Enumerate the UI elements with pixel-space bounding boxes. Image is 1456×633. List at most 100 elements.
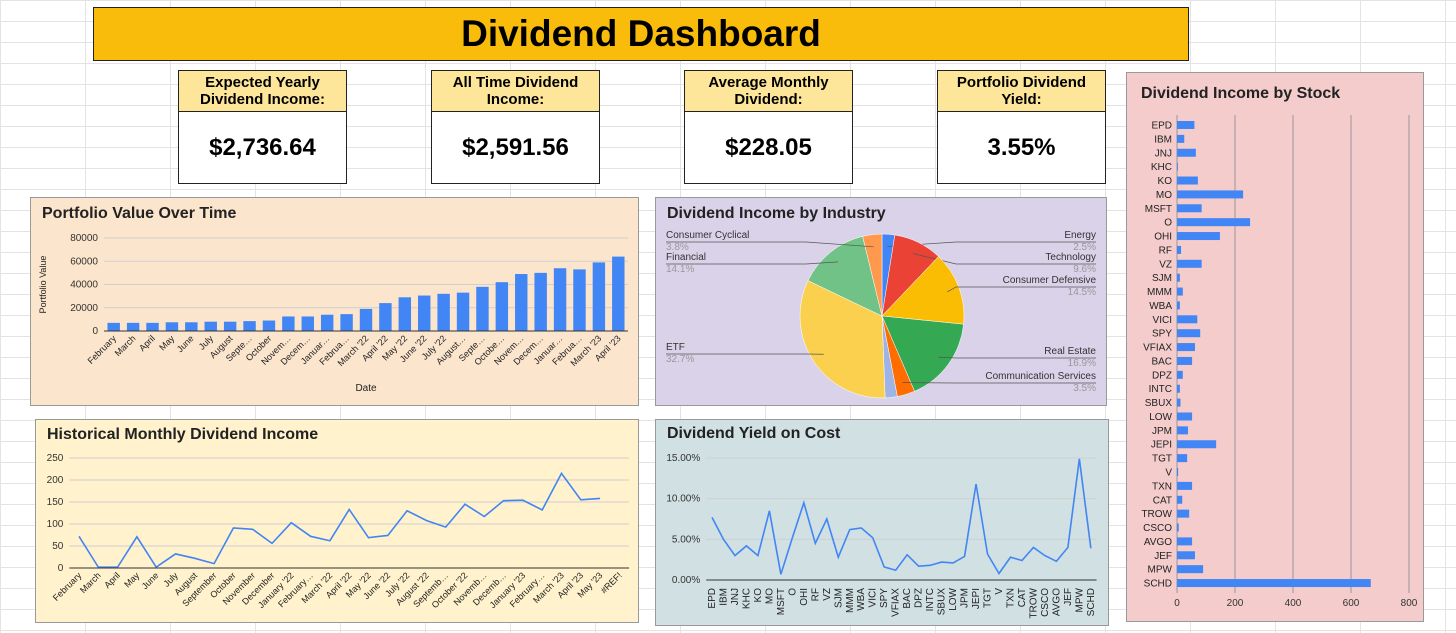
- x-tick-label: 600: [1343, 598, 1360, 609]
- x-tick-label: 0: [1174, 598, 1180, 609]
- y-tick-label: AVGO: [1144, 537, 1172, 548]
- y-tick-label: VZ: [1159, 259, 1172, 270]
- y-tick-label: 5.00%: [672, 534, 700, 545]
- bar: [379, 303, 392, 331]
- x-tick-label: SBUX: [937, 588, 948, 616]
- bar: [437, 293, 450, 331]
- y-tick-label: SCHD: [1144, 579, 1172, 590]
- y-tick-label: 0.00%: [672, 575, 700, 586]
- y-tick-label: 60000: [70, 256, 98, 267]
- x-tick-label: AVGO: [1051, 588, 1062, 616]
- pie-slice: [807, 236, 883, 317]
- y-tick-label: 80000: [70, 233, 98, 244]
- bar: [1177, 273, 1180, 282]
- bar: [534, 272, 547, 331]
- leader-line: [912, 253, 1096, 265]
- slice-value-label: 3.5%: [1073, 383, 1096, 394]
- bar: [165, 322, 179, 331]
- x-tick-label: EPD: [707, 588, 718, 609]
- x-tick-label: V: [994, 588, 1005, 595]
- slice-value-label: 3.8%: [666, 242, 689, 253]
- chart-title: Dividend Income by Stock: [1141, 85, 1340, 102]
- bar: [515, 274, 528, 331]
- y-tick-label: IBM: [1154, 134, 1172, 145]
- y-tick-label: CSCO: [1143, 523, 1172, 534]
- leader-line: [666, 261, 839, 265]
- bar: [456, 292, 470, 331]
- x-tick-label: TROW: [1028, 587, 1039, 618]
- bar: [398, 297, 412, 331]
- bar: [301, 316, 314, 331]
- chart-title: Dividend Yield on Cost: [667, 425, 841, 442]
- bar: [1177, 426, 1189, 435]
- y-tick-label: RF: [1159, 245, 1172, 256]
- x-tick-label: June: [175, 333, 196, 354]
- bar: [1177, 481, 1193, 490]
- x-tick-label: VFIAX: [891, 588, 902, 617]
- x-tick-label: WBA: [856, 588, 867, 611]
- y-tick-label: 200: [47, 475, 64, 486]
- x-tick-label: April: [102, 570, 122, 590]
- chart-title: Dividend Income by Industry: [667, 205, 886, 222]
- x-tick-label: JEF: [1063, 588, 1074, 606]
- bar: [1177, 565, 1204, 574]
- bar: [573, 269, 586, 331]
- slice-label: Energy: [1064, 230, 1096, 241]
- dashboard-title: Dividend Dashboard: [93, 7, 1189, 61]
- x-tick-label: TGT: [983, 588, 994, 608]
- x-tick-label: May: [122, 570, 141, 589]
- x-tick-label: #REF!: [599, 570, 624, 595]
- bar: [1177, 370, 1183, 379]
- x-tick-label: KHC: [741, 588, 752, 609]
- bar: [1177, 204, 1202, 213]
- bar: [1177, 495, 1183, 504]
- bar: [1177, 287, 1183, 296]
- y-tick-label: VICI: [1153, 315, 1172, 326]
- chart: Portfolio Value Over Time 0 20000 40000 6000…: [30, 197, 639, 406]
- bar: [1177, 440, 1217, 449]
- x-axis-title: Date: [355, 383, 377, 394]
- bar: [359, 308, 373, 331]
- y-tick-label: O: [1164, 218, 1172, 229]
- x-tick-label: IBM: [718, 588, 729, 606]
- x-tick-label: CSCO: [1040, 588, 1051, 617]
- kpi-label: Expected Yearly Dividend Income:: [179, 71, 346, 112]
- x-tick-label: TXN: [1005, 588, 1016, 608]
- bar: [1177, 329, 1201, 338]
- leader-line: [947, 286, 1096, 293]
- bar: [1177, 245, 1182, 254]
- kpi-label: Portfolio Dividend Yield:: [938, 71, 1105, 112]
- bar: [204, 321, 217, 331]
- bar: [1177, 384, 1180, 393]
- slice-value-label: 9.6%: [1073, 264, 1096, 275]
- bar: [1177, 121, 1195, 129]
- x-tick-label: March: [113, 333, 138, 358]
- bar: [126, 322, 140, 331]
- bar: [612, 256, 625, 331]
- x-tick-label: LOW: [948, 587, 959, 610]
- y-tick-label: EPD: [1151, 121, 1172, 132]
- y-tick-label: 100: [47, 519, 64, 530]
- y-tick-label: TGT: [1152, 454, 1172, 465]
- y-tick-label: SBUX: [1145, 398, 1173, 409]
- bar: [1177, 468, 1179, 476]
- x-tick-label: JPM: [960, 588, 971, 608]
- y-tick-label: JPM: [1152, 426, 1172, 437]
- bar: [553, 268, 567, 331]
- slice-label: Consumer Cyclical: [666, 230, 749, 241]
- x-tick-label: BAC: [902, 588, 913, 609]
- bar: [1177, 454, 1188, 463]
- y-tick-label: 50: [52, 541, 64, 552]
- x-tick-label: JNJ: [730, 588, 741, 605]
- slice-value-label: 2.5%: [1073, 242, 1096, 253]
- y-tick-label: JNJ: [1155, 148, 1172, 159]
- kpi-card: Average Monthly Dividend: $228.05: [684, 70, 853, 184]
- bar: [146, 322, 159, 331]
- pie-slice: [881, 256, 965, 325]
- chart-title: Historical Monthly Dividend Income: [47, 426, 318, 443]
- bar: [1177, 343, 1195, 352]
- x-tick-label: 400: [1285, 598, 1302, 609]
- bar: [1177, 315, 1198, 324]
- pie-slice: [799, 280, 886, 399]
- bar: [1177, 398, 1181, 407]
